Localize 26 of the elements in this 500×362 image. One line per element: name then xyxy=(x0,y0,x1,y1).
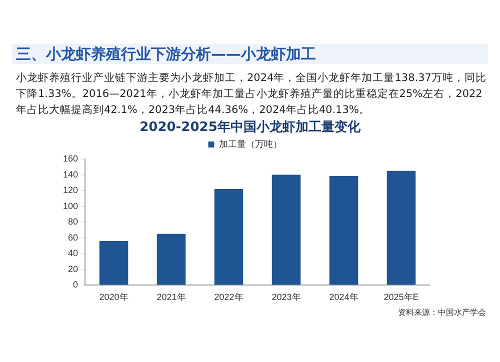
legend-label: 加工量（万吨） xyxy=(218,138,282,149)
bar xyxy=(99,241,128,285)
y-tick-label: 0 xyxy=(73,280,78,290)
x-tick-label: 2021年 xyxy=(156,292,186,302)
x-tick-label: 2023年 xyxy=(272,292,301,302)
bar xyxy=(329,176,358,285)
x-tick-label: 2024年 xyxy=(329,292,358,302)
y-tick-label: 80 xyxy=(68,216,78,227)
x-tick-label: 2025年E xyxy=(384,292,419,302)
text: 三、小龙虾养殖行业下游分析——小龙虾加工 xyxy=(12,44,488,64)
bar xyxy=(156,234,186,285)
y-tick-label: 140 xyxy=(62,169,78,180)
x-tick-label: 2020年 xyxy=(99,292,128,302)
bar xyxy=(272,174,301,285)
y-tick-label: 40 xyxy=(68,248,78,258)
bar xyxy=(386,170,416,285)
y-tick-label: 20 xyxy=(68,264,78,274)
text: 小龙虾养殖行业产业链下游主要为小龙虾加工，2024年，全国小龙虾年加工量138.37万吨，同比下降1.33%。2016—2021年，小龙虾年加工量占小龙虾养殖产量的比重稳定在25%左右，2022年占比大幅提高到42.1%，2023年占比44.36%，2024年占比40.13%。 xyxy=(16,71,488,118)
bar xyxy=(214,188,244,285)
y-tick-label: 60 xyxy=(68,232,78,242)
y-tick-label: 120 xyxy=(62,185,78,196)
y-tick-label: 160 xyxy=(62,153,78,164)
chart-title: 2020-2025年中国小龙虾加工量变化 xyxy=(138,118,362,136)
text: 资料来源：中国水产学会 xyxy=(398,307,486,318)
x-tick-label: 2022年 xyxy=(214,292,244,302)
y-tick-label: 100 xyxy=(62,200,78,211)
